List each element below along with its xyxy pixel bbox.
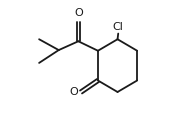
Text: O: O <box>74 8 83 18</box>
Text: Cl: Cl <box>113 22 124 32</box>
Text: O: O <box>69 87 78 97</box>
